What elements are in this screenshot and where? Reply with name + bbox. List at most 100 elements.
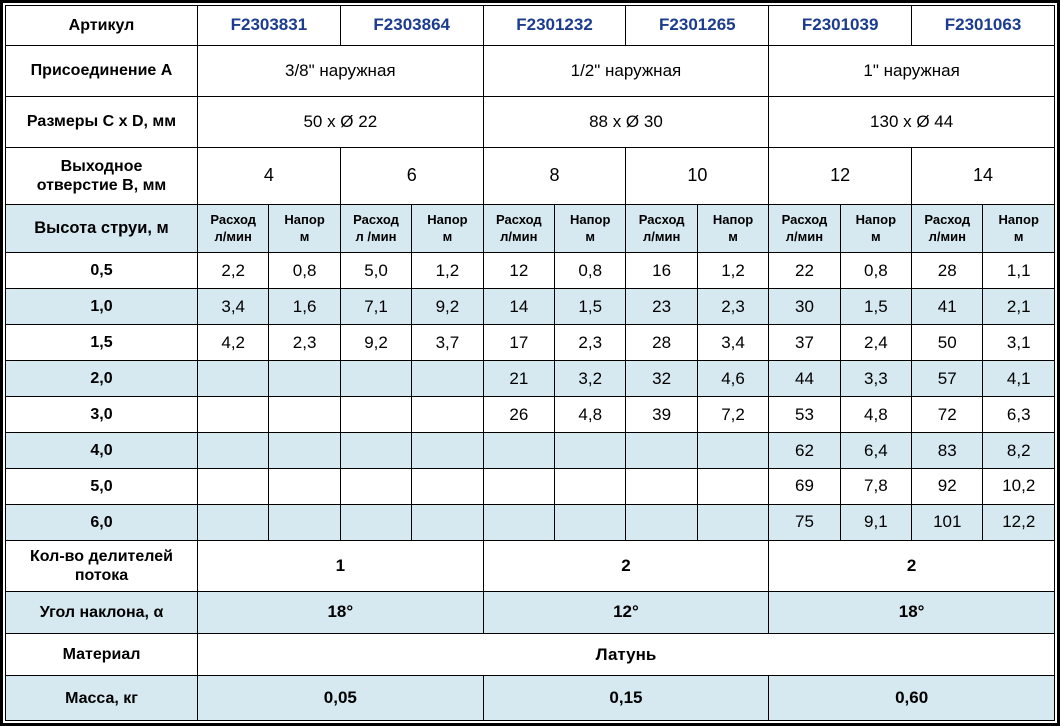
table-cell (411, 468, 484, 506)
table-cell: 1 (197, 540, 484, 592)
table-cell: 3/8" наружная (197, 45, 484, 97)
row-label: Кол-во делителей потока (5, 540, 198, 592)
table-row-data: 6,0 75 9,1 101 12,2 (5, 504, 1055, 542)
row-label: Угол наклона, α (5, 590, 198, 635)
table-cell: 30 (768, 288, 841, 326)
row-label: Присоединение A (5, 45, 198, 97)
table-row-data: 3,0 26 4,8 39 7,2 53 4,8 72 6,3 (5, 396, 1055, 434)
article-cell: F2301232 (482, 4, 627, 47)
table-cell: 88 x Ø 30 (482, 95, 770, 148)
table-cell (482, 504, 556, 542)
table-cell (268, 468, 341, 506)
row-label: 6,0 (5, 504, 198, 542)
table-cell: 69 (768, 468, 841, 506)
row-label: Материал (5, 633, 198, 677)
table-cell: 32 (625, 360, 698, 398)
table-cell (268, 432, 341, 470)
spec-table-body: Артикул F2303831 F2303864 F2301232 F2301265 F… (5, 4, 1055, 721)
table-cell: 0,8 (839, 252, 913, 290)
table-cell: 0,60 (768, 675, 1055, 721)
table-row-material: Материал Латунь (5, 633, 1055, 677)
table-row-connection: Присоединение A 3/8" наружная 1/2" наружна… (5, 45, 1055, 97)
table-cell: 37 (768, 324, 841, 362)
table-cell: 4 (197, 146, 341, 205)
table-cell (268, 504, 341, 542)
table-row-data: 1,5 4,2 2,3 9,2 3,7 17 2,3 28 3,4 37 2,4 50 3,1 (5, 324, 1055, 362)
table-cell: 18° (768, 590, 1055, 635)
table-cell: 2,3 (696, 288, 770, 326)
table-cell (339, 504, 413, 542)
table-cell: 1/2" наружная (482, 45, 770, 97)
article-cell: F2301063 (911, 4, 1055, 47)
table-cell: 2 (768, 540, 1055, 592)
table-cell: 4,8 (554, 396, 627, 434)
table-cell: Напор м (554, 203, 627, 254)
row-label: 1,5 (5, 324, 198, 362)
article-cell: F2301039 (768, 4, 913, 47)
table-cell: 6,3 (982, 396, 1055, 434)
table-cell: 0,8 (268, 252, 341, 290)
table-cell: Напор м (982, 203, 1055, 254)
table-cell: Расход л/мин (482, 203, 556, 254)
table-cell: 9,1 (839, 504, 913, 542)
table-cell (554, 468, 627, 506)
table-cell: 2,1 (982, 288, 1055, 326)
table-cell: 10 (625, 146, 770, 205)
table-cell: 14 (482, 288, 556, 326)
table-cell: 8 (482, 146, 627, 205)
table-cell (554, 504, 627, 542)
table-cell (196, 360, 270, 398)
table-cell: 83 (911, 432, 984, 470)
article-cell: F2303864 (339, 4, 484, 47)
table-cell (339, 468, 413, 506)
table-cell (482, 432, 556, 470)
table-cell: Расход л/мин (625, 203, 698, 254)
table-cell: 41 (911, 288, 984, 326)
table-cell (554, 432, 627, 470)
table-row-mass: Масса, кг 0,05 0,15 0,60 (5, 675, 1055, 721)
table-cell: 0,8 (554, 252, 627, 290)
table-cell (196, 468, 270, 506)
table-cell: 2,3 (268, 324, 341, 362)
table-cell: 2,3 (554, 324, 627, 362)
table-cell: Расход л/мин (911, 203, 984, 254)
table-cell: 8,2 (982, 432, 1055, 470)
table-cell (268, 396, 341, 434)
table-cell: 1,5 (554, 288, 627, 326)
row-label: 0,5 (5, 252, 198, 290)
table-cell: 16 (625, 252, 698, 290)
table-cell (339, 396, 413, 434)
article-cell: F2301265 (625, 4, 770, 47)
table-cell (411, 396, 484, 434)
row-label: Артикул (5, 4, 198, 47)
table-cell: 4,8 (839, 396, 913, 434)
table-cell: 12,2 (982, 504, 1055, 542)
table-cell: 3,4 (696, 324, 770, 362)
spec-table: Артикул F2303831 F2303864 F2301232 F2301265 F… (5, 4, 1055, 721)
table-cell: 4,6 (696, 360, 770, 398)
table-cell: 50 (911, 324, 984, 362)
table-cell (196, 432, 270, 470)
table-cell: Напор м (268, 203, 341, 254)
table-cell: Расход л/мин (768, 203, 841, 254)
table-cell: 1,2 (696, 252, 770, 290)
table-row-data: 4,0 62 6,4 83 8,2 (5, 432, 1055, 470)
table-cell: 72 (911, 396, 984, 434)
table-cell: 4,1 (982, 360, 1055, 398)
table-row-dividers: Кол-во делителей потока 1 2 2 (5, 540, 1055, 592)
row-label: 1,0 (5, 288, 198, 326)
table-row-dimensions: Размеры C x D, мм 50 x Ø 22 88 x Ø 30 130 x… (5, 95, 1055, 148)
table-cell: 7,8 (839, 468, 913, 506)
table-row-subheader: Высота струи, м Расход л/мин Напор м Расход… (5, 203, 1055, 254)
table-row-outlet: Выходное отверстие B, мм 4 6 8 10 12 14 (5, 146, 1055, 205)
table-cell: 9,2 (411, 288, 484, 326)
table-cell: 1,6 (268, 288, 341, 326)
table-cell: 14 (911, 146, 1055, 205)
table-cell (625, 468, 698, 506)
table-cell (696, 504, 770, 542)
table-cell (625, 504, 698, 542)
table-cell: 4,2 (196, 324, 270, 362)
row-label: Размеры C x D, мм (5, 95, 198, 148)
table-cell: 7,2 (696, 396, 770, 434)
table-cell (339, 360, 413, 398)
